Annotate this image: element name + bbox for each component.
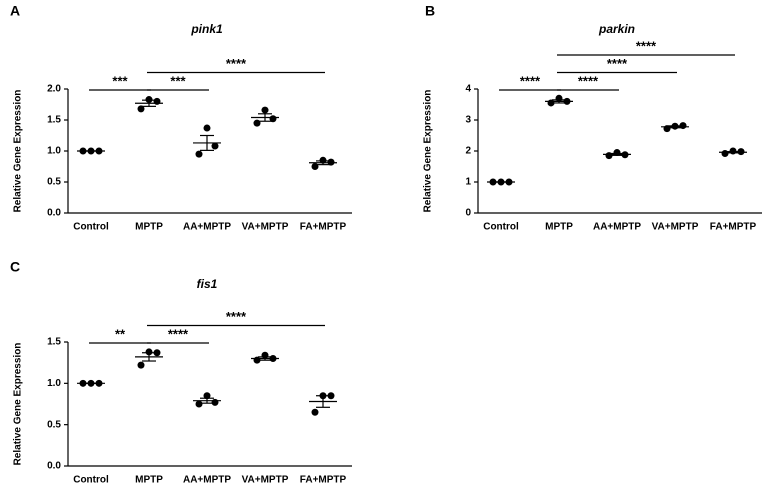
panel-label: A <box>10 3 20 19</box>
y-tick-label: 1.0 <box>47 146 61 157</box>
data-point <box>489 178 497 186</box>
data-point <box>555 94 563 102</box>
x-tick-label: VA+MPTP <box>652 222 699 233</box>
y-axis-label: Relative Gene Expression <box>13 343 24 466</box>
data-point <box>605 152 613 160</box>
data-point <box>319 156 327 164</box>
data-point <box>261 351 269 359</box>
significance-label: **** <box>636 38 657 53</box>
y-tick-label: 2.0 <box>47 84 61 95</box>
data-point <box>253 119 261 127</box>
significance-label: ** <box>115 326 126 341</box>
significance-label: **** <box>520 73 541 88</box>
data-point <box>547 99 555 107</box>
y-axis-label: Relative Gene Expression <box>423 90 434 213</box>
x-tick-label: AA+MPTP <box>593 222 641 233</box>
y-axis-label: Relative Gene Expression <box>13 90 24 213</box>
data-point <box>195 400 203 408</box>
data-point <box>613 149 621 157</box>
data-point <box>211 142 219 150</box>
y-tick-label: 1 <box>465 177 471 188</box>
significance-label: **** <box>226 56 247 71</box>
x-tick-label: MPTP <box>545 222 573 233</box>
data-point <box>137 105 145 113</box>
data-point <box>145 96 153 104</box>
data-point <box>505 178 513 186</box>
x-tick-label: AA+MPTP <box>183 222 231 233</box>
data-point <box>497 178 505 186</box>
data-point <box>253 356 261 364</box>
y-tick-label: 1.0 <box>47 378 61 389</box>
y-tick-label: 0.5 <box>47 419 61 430</box>
data-point <box>563 97 571 105</box>
chart-title: parkin <box>598 22 635 36</box>
data-point <box>95 147 103 155</box>
data-point <box>311 408 319 416</box>
x-tick-label: Control <box>73 475 109 486</box>
data-point <box>671 122 679 130</box>
data-point <box>153 349 161 357</box>
x-tick-label: MPTP <box>135 475 163 486</box>
data-point <box>261 106 269 114</box>
data-point <box>87 147 95 155</box>
data-point <box>269 115 277 123</box>
significance-label: **** <box>607 56 628 71</box>
data-point <box>327 158 335 166</box>
x-tick-label: FA+MPTP <box>300 222 347 233</box>
data-point <box>203 124 211 132</box>
panel-label: C <box>10 259 20 275</box>
y-tick-label: 2 <box>465 146 471 157</box>
significance-label: *** <box>170 73 186 88</box>
data-point <box>79 379 87 387</box>
x-tick-label: MPTP <box>135 222 163 233</box>
x-tick-label: Control <box>73 222 109 233</box>
data-point <box>95 379 103 387</box>
significance-label: **** <box>578 73 599 88</box>
data-point <box>679 122 687 130</box>
data-point <box>311 163 319 170</box>
y-tick-label: 0.0 <box>47 461 61 472</box>
chart-title: pink1 <box>190 22 223 36</box>
x-tick-label: FA+MPTP <box>300 475 347 486</box>
data-point <box>319 392 327 400</box>
significance-label: **** <box>168 326 189 341</box>
significance-label: **** <box>226 309 247 324</box>
data-point <box>145 348 153 356</box>
y-tick-label: 1.5 <box>47 115 61 126</box>
y-tick-label: 1.5 <box>47 337 61 348</box>
data-point <box>721 149 729 157</box>
y-tick-label: 3 <box>465 115 471 126</box>
data-point <box>211 398 219 406</box>
data-point <box>87 379 95 387</box>
data-point <box>153 97 161 105</box>
x-tick-label: VA+MPTP <box>242 222 289 233</box>
significance-label: *** <box>112 73 128 88</box>
x-tick-label: FA+MPTP <box>710 222 757 233</box>
y-tick-label: 4 <box>465 84 471 95</box>
data-point <box>203 392 211 400</box>
data-point <box>195 150 203 158</box>
data-point <box>663 125 671 133</box>
y-tick-label: 0.0 <box>47 208 61 219</box>
data-point <box>729 147 737 155</box>
data-point <box>737 148 745 156</box>
data-point <box>137 361 145 369</box>
data-point <box>327 392 335 400</box>
chart-title: fis1 <box>197 277 218 291</box>
x-tick-label: AA+MPTP <box>183 475 231 486</box>
y-tick-label: 0 <box>465 208 471 219</box>
panel-label: B <box>425 3 435 19</box>
data-point <box>269 355 277 363</box>
data-point <box>79 147 87 155</box>
x-tick-label: VA+MPTP <box>242 475 289 486</box>
y-tick-label: 0.5 <box>47 177 61 188</box>
data-point <box>621 151 629 159</box>
x-tick-label: Control <box>483 222 519 233</box>
